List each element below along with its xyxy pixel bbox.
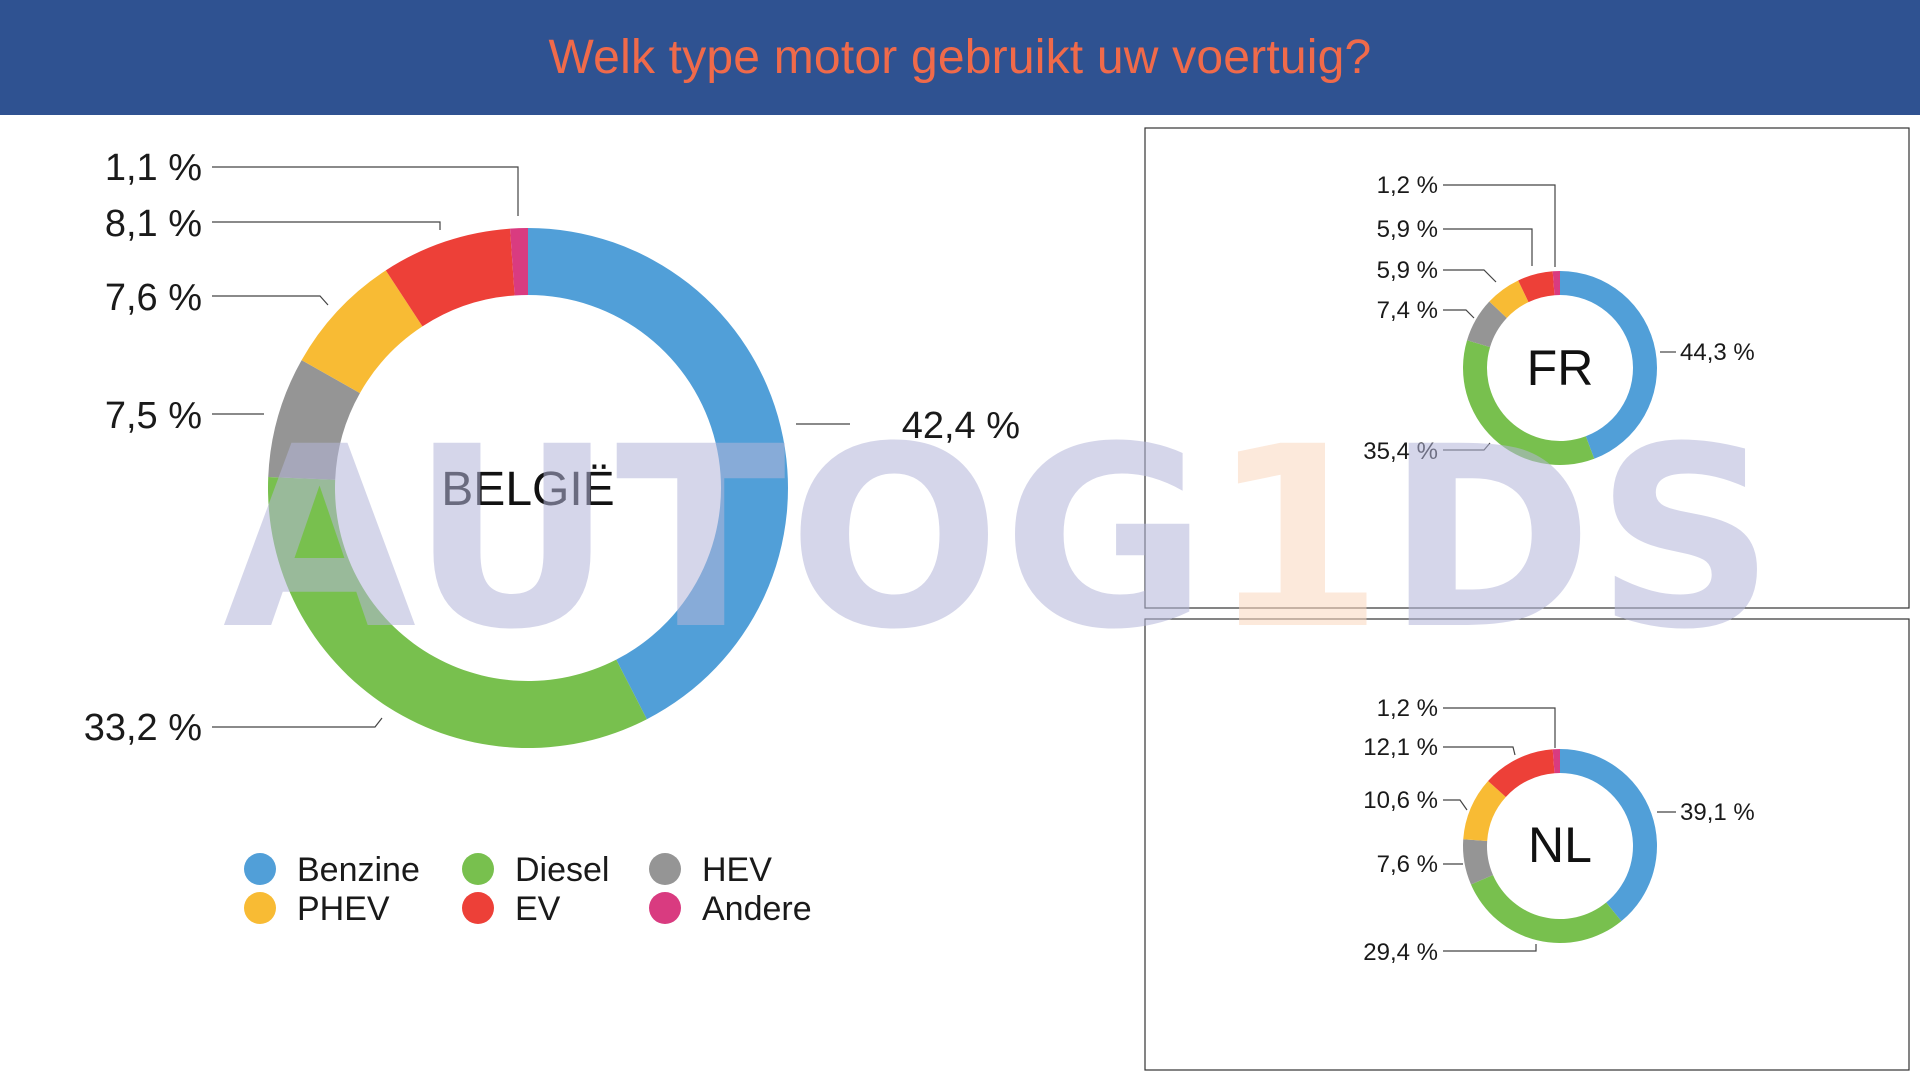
legend-label-hev: HEV — [702, 851, 772, 889]
data-label-hev: 7,5 % — [105, 395, 202, 437]
leader-line — [212, 221, 441, 230]
legend-swatch-hev — [649, 853, 681, 885]
slice-hev — [1467, 301, 1507, 348]
slice-andere — [1552, 271, 1560, 296]
center-title-nl: NL — [1528, 817, 1592, 873]
leader-line — [1443, 442, 1491, 451]
data-label-phev: 10,6 % — [1363, 787, 1438, 814]
legend: Benzine Diesel HEV PHEV EV Andere — [244, 851, 812, 928]
leader-line — [1443, 707, 1556, 748]
leader-line — [1443, 184, 1556, 267]
data-label-benzine: 39,1 % — [1680, 799, 1755, 826]
leader-line — [1443, 944, 1537, 952]
data-label-diesel: 33,2 % — [84, 707, 202, 749]
header-bar: Welk type motor gebruikt uw voertuig? — [0, 0, 1920, 115]
center-title-belgie: BELGIË — [441, 463, 614, 516]
fr-panel-frame — [1144, 127, 1910, 609]
slice-phev — [301, 270, 423, 394]
data-label-phev: 5,9 % — [1377, 257, 1438, 284]
watermark-logo: AUTOG1DS — [223, 393, 1778, 684]
data-label-phev: 7,6 % — [105, 277, 202, 319]
data-label-diesel: 35,4 % — [1363, 438, 1438, 465]
slice-benzine — [528, 228, 788, 720]
leader-line — [1443, 269, 1497, 283]
slice-ev — [385, 228, 515, 327]
legend-swatch-benzine — [244, 853, 276, 885]
slice-diesel — [1463, 340, 1595, 465]
slice-diesel — [268, 476, 647, 748]
donut-fr — [1463, 271, 1657, 465]
data-label-hev: 7,4 % — [1377, 297, 1438, 324]
slice-hev — [268, 360, 360, 480]
slice-phev — [1463, 780, 1506, 841]
data-label-andere: 1,2 % — [1377, 172, 1438, 199]
page-title: Welk type motor gebruikt uw voertuig? — [548, 31, 1372, 84]
legend-label-ev: EV — [515, 890, 561, 928]
center-title-fr: FR — [1527, 340, 1594, 396]
data-label-andere: 1,1 % — [105, 147, 202, 189]
legend-swatch-diesel — [462, 853, 494, 885]
data-label-ev: 12,1 % — [1363, 734, 1438, 761]
slice-andere — [510, 228, 528, 296]
data-label-benzine: 44,3 % — [1680, 339, 1755, 366]
leader-line — [1443, 228, 1533, 266]
data-label-diesel: 29,4 % — [1363, 939, 1438, 966]
leader-line — [212, 717, 383, 728]
slice-andere — [1552, 749, 1560, 774]
data-label-andere: 1,2 % — [1377, 695, 1438, 722]
slice-ev — [1488, 749, 1555, 798]
leader-line — [212, 295, 329, 306]
legend-label-benzine: Benzine — [297, 851, 420, 889]
legend-swatch-andere — [649, 892, 681, 924]
slice-labels: 42,4 % 33,2 % 7,5 % 7,6 % 8,1 % 1,1 % 44,3 % 35… — [84, 147, 1755, 966]
nl-panel-frame — [1144, 618, 1910, 1071]
slice-diesel — [1470, 874, 1622, 943]
slice-ev — [1518, 271, 1555, 303]
slice-phev — [1489, 280, 1529, 318]
legend-label-diesel: Diesel — [515, 851, 609, 889]
legend-label-andere: Andere — [702, 890, 812, 928]
legend-swatch-phev — [244, 892, 276, 924]
donut-nl — [1463, 749, 1657, 943]
leader-line — [212, 166, 519, 216]
data-label-ev: 8,1 % — [105, 203, 202, 245]
data-label-benzine: 42,4 % — [902, 405, 1020, 447]
leader-line — [1443, 799, 1468, 811]
leader-line — [1443, 309, 1475, 319]
data-label-hev: 7,6 % — [1377, 851, 1438, 878]
legend-label-phev: PHEV — [297, 890, 390, 928]
data-label-ev: 5,9 % — [1377, 216, 1438, 243]
slice-hev — [1463, 839, 1494, 885]
legend-swatch-ev — [462, 892, 494, 924]
slice-benzine — [1560, 749, 1657, 922]
donut-belgie — [268, 228, 788, 748]
leader-line — [1443, 746, 1516, 756]
slice-benzine — [1560, 271, 1657, 459]
